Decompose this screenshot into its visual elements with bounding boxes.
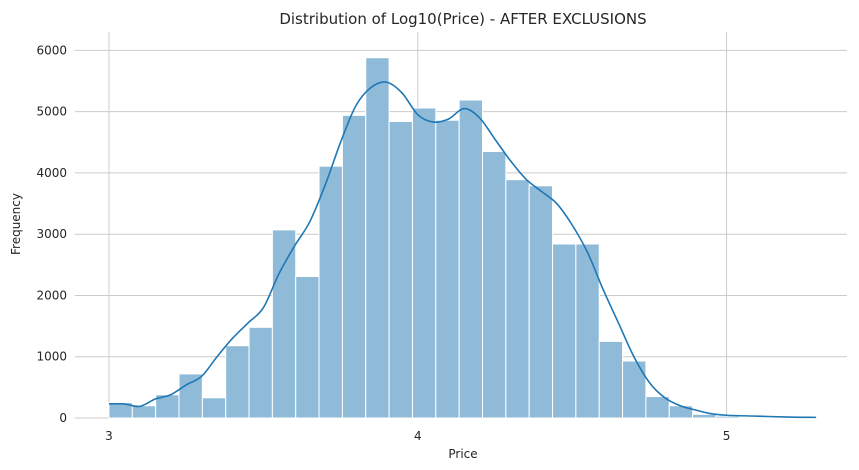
- chart-title: Distribution of Log10(Price) - AFTER EXC…: [279, 10, 646, 28]
- y-tick-label: 2000: [36, 288, 67, 302]
- kde-curve-group: [108, 81, 817, 419]
- histogram-bar: [225, 345, 250, 419]
- y-tick-label: 0: [59, 411, 67, 425]
- histogram-bar: [645, 396, 670, 419]
- y-axis-label: Frequency: [9, 193, 23, 255]
- histogram-bar: [411, 107, 437, 419]
- x-tick-label: 5: [723, 429, 731, 443]
- histogram-bar: [458, 99, 483, 419]
- histogram-bar: [738, 416, 764, 419]
- histogram-bar: [388, 120, 413, 419]
- histogram-bar: [178, 373, 203, 419]
- histogram-bar: [552, 243, 577, 419]
- y-tick-label: 5000: [36, 105, 67, 119]
- histogram-bar: [341, 114, 367, 419]
- x-tick-label: 3: [105, 429, 113, 443]
- histogram-bar: [528, 185, 554, 419]
- histogram-bar: [575, 243, 600, 419]
- y-tick-label: 3000: [36, 227, 67, 241]
- tick-labels: 0 1000 2000 3000 4000 5000 6000 3 4 5: [36, 43, 730, 443]
- histogram-bar: [668, 405, 694, 419]
- kde-line: [108, 81, 817, 419]
- histogram-bar: [365, 57, 390, 419]
- x-tick-label: 4: [414, 429, 422, 443]
- histogram-bar: [598, 340, 624, 419]
- histogram-bar: [201, 397, 227, 419]
- histogram-bar: [505, 179, 530, 419]
- histogram-bar: [318, 165, 343, 419]
- y-tick-label: 1000: [36, 350, 67, 364]
- y-tick-label: 4000: [36, 166, 67, 180]
- histogram-bars: [108, 57, 857, 419]
- histogram-bar: [715, 415, 740, 419]
- histogram-bar: [131, 405, 157, 419]
- x-axis-label: Price: [448, 447, 477, 461]
- histogram-bar: [248, 326, 273, 419]
- histogram-bar: [622, 360, 647, 419]
- histogram-bar: [435, 119, 460, 419]
- histogram-bar: [271, 229, 297, 419]
- histogram-bar: [692, 413, 717, 419]
- y-tick-label: 6000: [36, 43, 67, 57]
- histogram-bar: [295, 275, 320, 419]
- histogram-bar: [481, 150, 507, 419]
